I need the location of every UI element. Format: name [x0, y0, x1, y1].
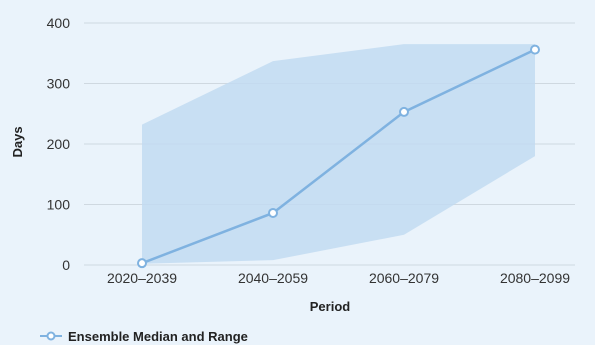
legend-marker-icon	[48, 333, 55, 340]
legend-label: Ensemble Median and Range	[68, 329, 248, 344]
y-tick-label-4: 400	[47, 15, 71, 31]
legend: Ensemble Median and Range	[40, 329, 248, 344]
x-tick-label-1: 2040–2059	[238, 270, 308, 286]
x-tick-label-2: 2060–2079	[369, 270, 439, 286]
y-tick-label-0: 0	[62, 257, 70, 273]
median-point-1	[269, 209, 277, 217]
median-point-2	[400, 108, 408, 116]
y-tick-label-1: 100	[47, 197, 71, 213]
median-point-3	[531, 46, 539, 54]
x-axis-title: Period	[310, 299, 351, 314]
median-point-0	[138, 259, 146, 267]
y-axis-title: Days	[10, 126, 25, 157]
y-tick-label-2: 200	[47, 136, 71, 152]
x-tick-label-3: 2080–2099	[500, 270, 570, 286]
y-tick-label-3: 300	[47, 76, 71, 92]
x-tick-label-0: 2020–2039	[107, 270, 177, 286]
